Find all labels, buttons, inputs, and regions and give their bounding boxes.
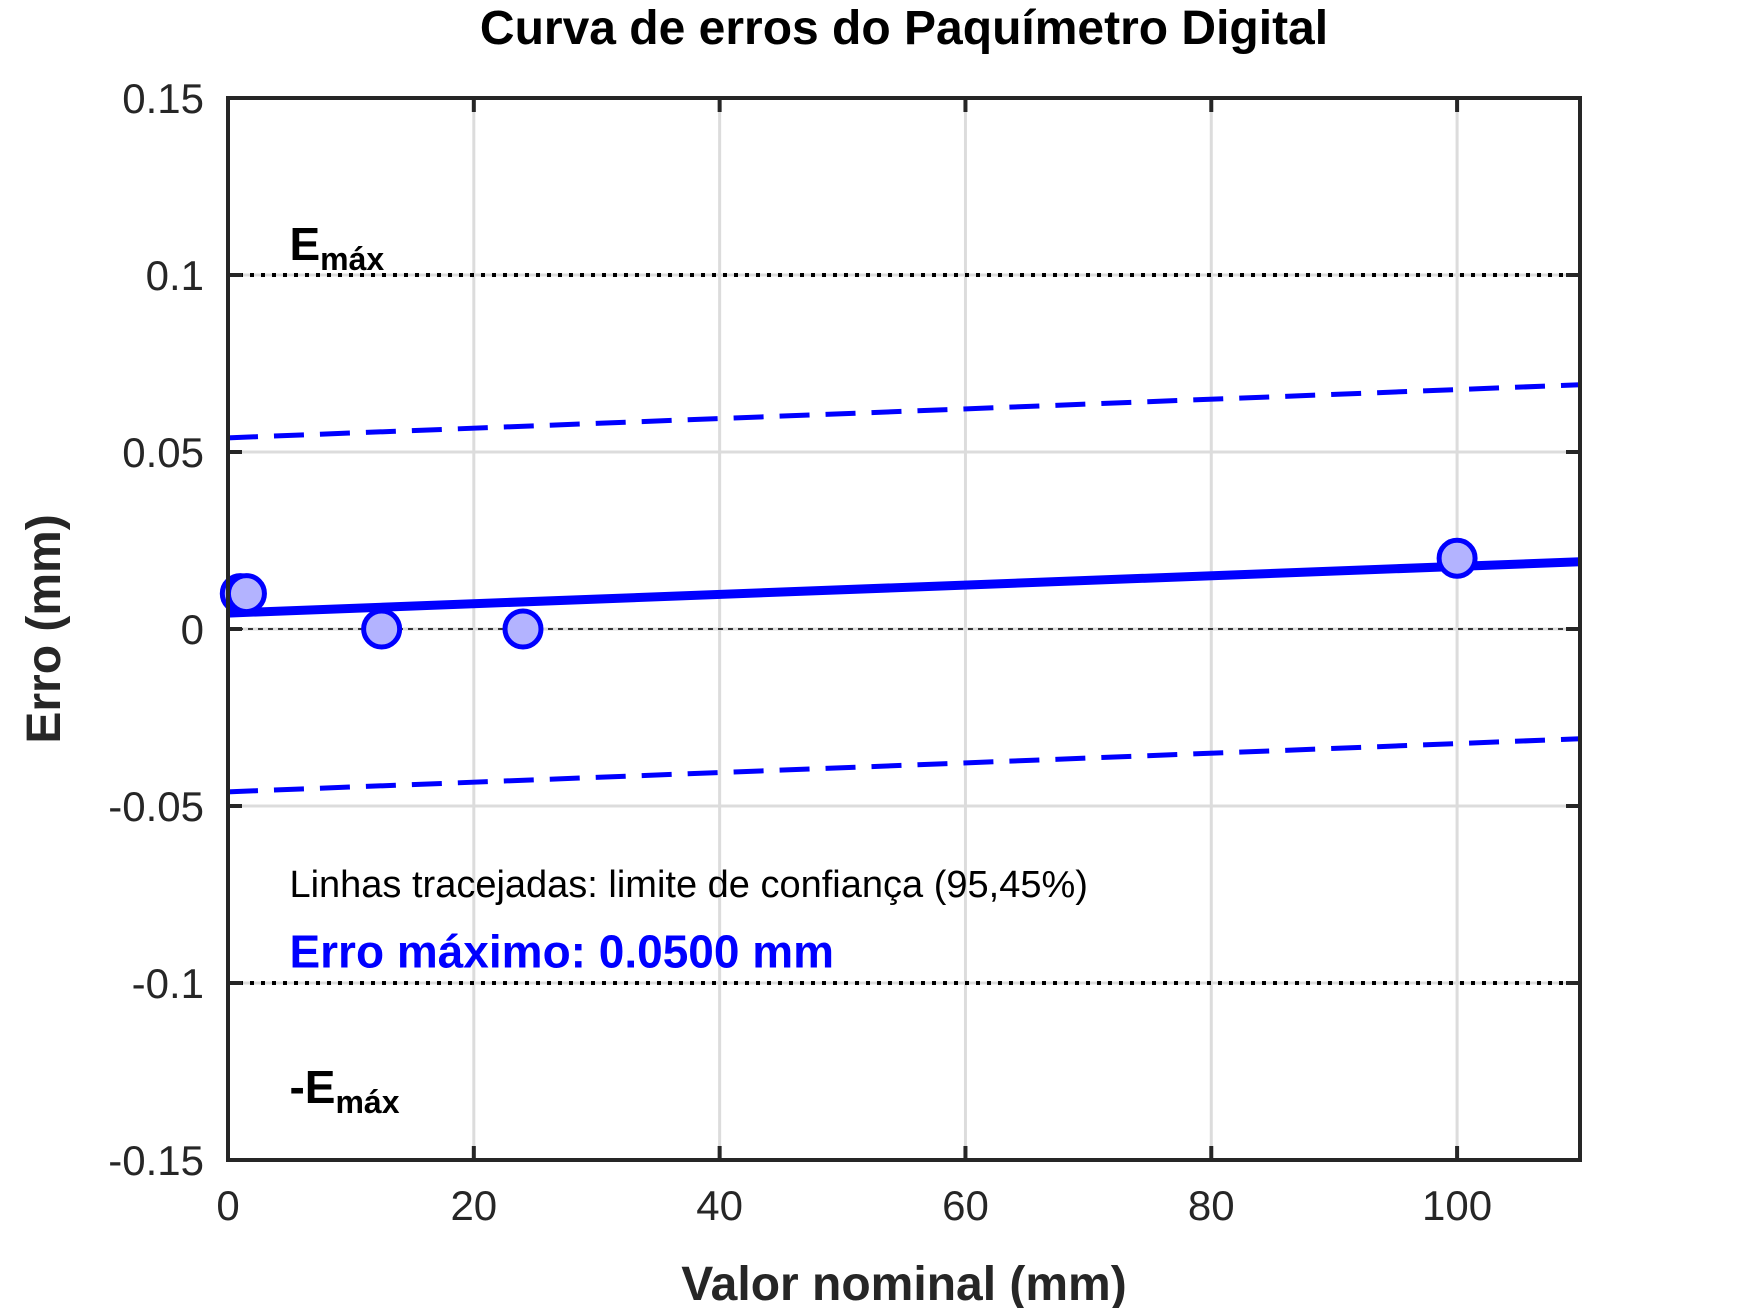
limit-label-sub: máx (335, 1084, 399, 1120)
x-tick-label: 40 (696, 1182, 743, 1229)
x-tick-label: 20 (450, 1182, 497, 1229)
y-tick-label: 0.05 (122, 429, 204, 476)
neg-emax-label: -Emáx (289, 1061, 399, 1120)
data-point (1436, 537, 1478, 579)
confidence-note: Linhas tracejadas: limite de confiança (… (289, 864, 1087, 906)
x-tick-label: 100 (1422, 1182, 1492, 1229)
limit-label-main: E (289, 218, 320, 270)
tick-labels-layer: 0 20 40 60 80 100 -0.15 -0.1 -0.05 0 0.05 0.1 0.15 (108, 75, 1492, 1229)
emax-label: Emáx (289, 218, 384, 277)
limit-label-sub: máx (320, 241, 384, 277)
x-axis-label: Valor nominal (mm) (681, 1258, 1126, 1308)
y-axis-label: Erro (mm) (18, 514, 71, 743)
axes-layer (226, 96, 1582, 1162)
y-tick-label: -0.15 (108, 1137, 204, 1184)
y-tick-label: 0.1 (146, 252, 204, 299)
x-tick-label: 60 (942, 1182, 989, 1229)
chart-title: Curva de erros do Paquímetro Digital (480, 2, 1328, 55)
x-tick-label: 0 (216, 1182, 239, 1229)
data-point (361, 608, 403, 650)
max-error-note: Erro máximo: 0.0500 mm (289, 926, 834, 978)
lines-layer (227, 273, 1581, 985)
data-point (502, 608, 544, 650)
y-tick-label: 0 (181, 606, 204, 653)
confidence-upper-line (227, 382, 1581, 441)
points-layer (219, 537, 1478, 650)
fit-line (227, 557, 1581, 618)
x-tick-label: 80 (1188, 1182, 1235, 1229)
limit-label-main: -E (289, 1061, 335, 1113)
data-point (225, 573, 267, 615)
confidence-lower-line (227, 736, 1581, 795)
y-tick-label: -0.05 (108, 783, 204, 830)
y-tick-label: -0.1 (132, 960, 204, 1007)
y-tick-label: 0.15 (122, 75, 204, 122)
